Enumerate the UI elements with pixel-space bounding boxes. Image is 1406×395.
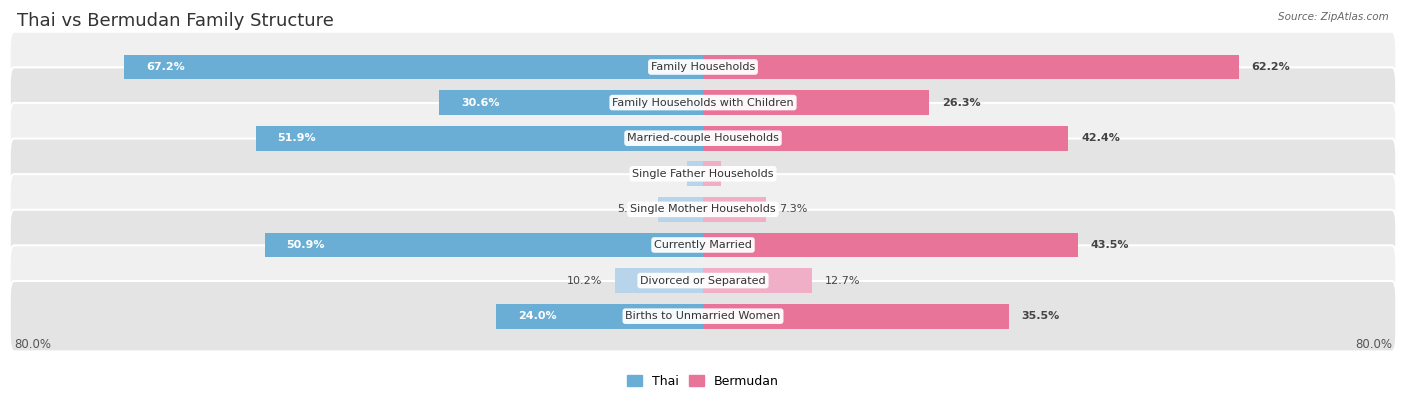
Legend: Thai, Bermudan: Thai, Bermudan <box>621 370 785 393</box>
Bar <box>264 233 703 258</box>
Text: Currently Married: Currently Married <box>654 240 752 250</box>
Text: Thai vs Bermudan Family Structure: Thai vs Bermudan Family Structure <box>17 12 333 30</box>
FancyBboxPatch shape <box>10 281 1396 352</box>
Bar <box>703 304 1008 329</box>
Bar <box>703 197 766 222</box>
Text: 7.3%: 7.3% <box>779 204 807 214</box>
Bar <box>703 55 1239 79</box>
FancyBboxPatch shape <box>10 139 1396 209</box>
FancyBboxPatch shape <box>10 210 1396 280</box>
Text: 24.0%: 24.0% <box>517 311 557 321</box>
Text: 51.9%: 51.9% <box>277 133 316 143</box>
FancyBboxPatch shape <box>10 32 1396 102</box>
Text: 12.7%: 12.7% <box>825 276 860 286</box>
Bar <box>703 126 1069 150</box>
FancyBboxPatch shape <box>10 67 1396 138</box>
FancyBboxPatch shape <box>10 103 1396 173</box>
FancyBboxPatch shape <box>10 174 1396 245</box>
Text: Married-couple Households: Married-couple Households <box>627 133 779 143</box>
Bar <box>703 90 929 115</box>
Text: 1.9%: 1.9% <box>645 169 673 179</box>
Text: Single Mother Households: Single Mother Households <box>630 204 776 214</box>
Bar <box>440 90 703 115</box>
Bar <box>256 126 703 150</box>
Text: 62.2%: 62.2% <box>1251 62 1291 72</box>
Text: 26.3%: 26.3% <box>942 98 981 107</box>
Bar <box>616 268 703 293</box>
Text: 50.9%: 50.9% <box>287 240 325 250</box>
Bar <box>703 268 813 293</box>
Bar <box>703 161 721 186</box>
Text: 67.2%: 67.2% <box>146 62 184 72</box>
Bar <box>124 55 703 79</box>
Text: Births to Unmarried Women: Births to Unmarried Women <box>626 311 780 321</box>
Text: 2.1%: 2.1% <box>734 169 762 179</box>
Text: 80.0%: 80.0% <box>14 338 51 350</box>
Text: 80.0%: 80.0% <box>1355 338 1392 350</box>
Text: 43.5%: 43.5% <box>1091 240 1129 250</box>
Text: Source: ZipAtlas.com: Source: ZipAtlas.com <box>1278 12 1389 22</box>
Text: 10.2%: 10.2% <box>567 276 602 286</box>
Text: Family Households: Family Households <box>651 62 755 72</box>
Bar <box>686 161 703 186</box>
Text: 42.4%: 42.4% <box>1081 133 1121 143</box>
Bar <box>703 233 1077 258</box>
Bar <box>658 197 703 222</box>
Text: Single Father Households: Single Father Households <box>633 169 773 179</box>
Bar <box>496 304 703 329</box>
FancyBboxPatch shape <box>10 245 1396 316</box>
Text: 30.6%: 30.6% <box>461 98 499 107</box>
Text: Family Households with Children: Family Households with Children <box>612 98 794 107</box>
Text: 5.2%: 5.2% <box>617 204 645 214</box>
Text: 35.5%: 35.5% <box>1022 311 1060 321</box>
Text: Divorced or Separated: Divorced or Separated <box>640 276 766 286</box>
